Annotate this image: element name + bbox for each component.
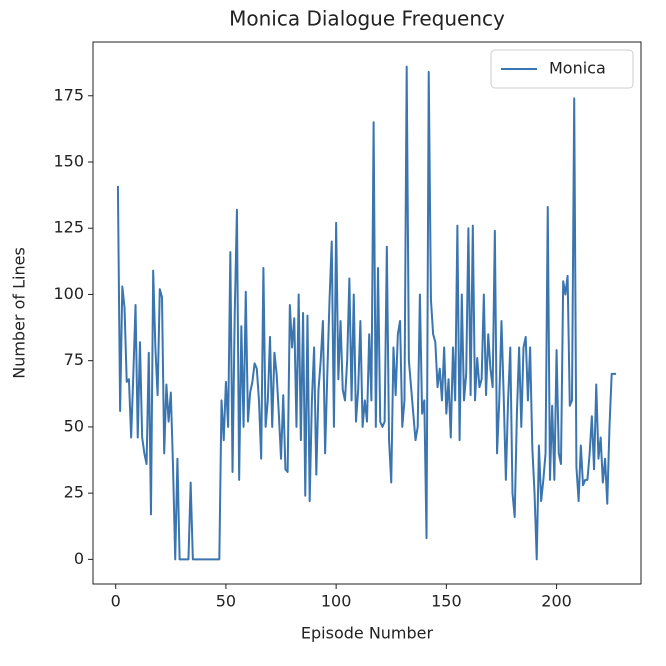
x-tick-label: 100: [321, 592, 352, 611]
y-tick-label: 175: [53, 85, 84, 104]
x-axis-label: Episode Number: [301, 624, 434, 643]
line: [116, 65, 617, 561]
y-tick-label: 125: [53, 218, 84, 237]
y-tick-label: 25: [64, 483, 84, 502]
x-tick-label: 200: [541, 592, 572, 611]
x-tick-label: 50: [216, 592, 236, 611]
y-tick-label: 0: [74, 549, 84, 568]
y-tick-label: 75: [64, 350, 84, 369]
legend-label: Monica: [549, 59, 606, 78]
y-axis-label: Number of Lines: [10, 247, 29, 379]
plot-frame: [92, 41, 642, 585]
y-tick-label: 100: [53, 284, 84, 303]
x-tick-label: 150: [431, 592, 462, 611]
chart-title: Monica Dialogue Frequency: [229, 7, 505, 31]
y-tick-label: 50: [64, 416, 84, 435]
y-tick-label: 150: [53, 152, 84, 171]
x-tick-label: 0: [111, 592, 121, 611]
legend-box: [490, 49, 634, 89]
